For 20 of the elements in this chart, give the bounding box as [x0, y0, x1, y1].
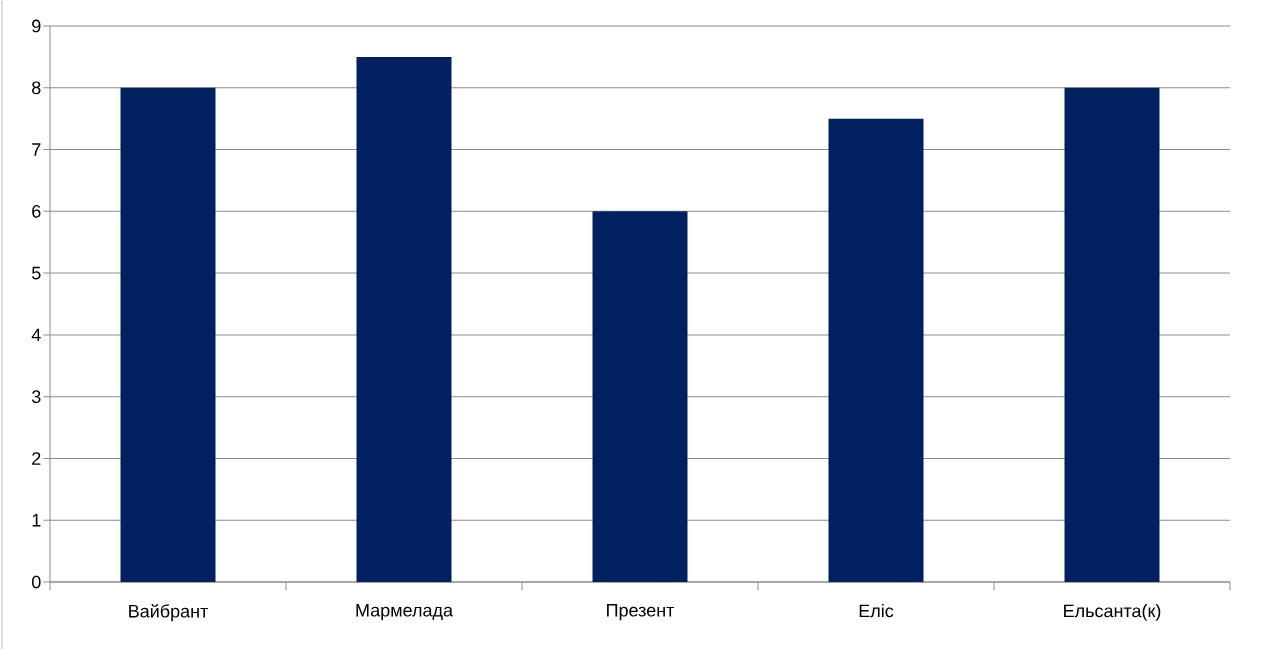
y-tick-label: 7 — [32, 143, 41, 156]
bar — [592, 211, 688, 582]
bar — [1064, 87, 1160, 582]
x-tick-label: Мармелада — [356, 604, 453, 621]
x-tick-label: Презент — [607, 604, 675, 621]
bar — [356, 56, 452, 582]
x-tick-label: Еліс — [859, 604, 894, 618]
y-tick-label: 2 — [32, 452, 41, 465]
y-tick-label: 4 — [31, 328, 41, 342]
y-tick-label: 0 — [31, 575, 41, 589]
y-tick-label: 9 — [32, 19, 41, 33]
bar — [120, 87, 216, 582]
bar — [828, 118, 924, 582]
y-tick-label: 5 — [31, 266, 41, 280]
y-tick-label: 8 — [32, 81, 41, 95]
y-tick-label: 3 — [31, 390, 41, 404]
x-tick-label: Вайбрант — [129, 604, 208, 622]
y-tick-label: 6 — [32, 204, 41, 218]
x-tick-label: Ельсанта(к) — [1064, 604, 1161, 621]
y-tick-label: 1 — [32, 514, 41, 527]
